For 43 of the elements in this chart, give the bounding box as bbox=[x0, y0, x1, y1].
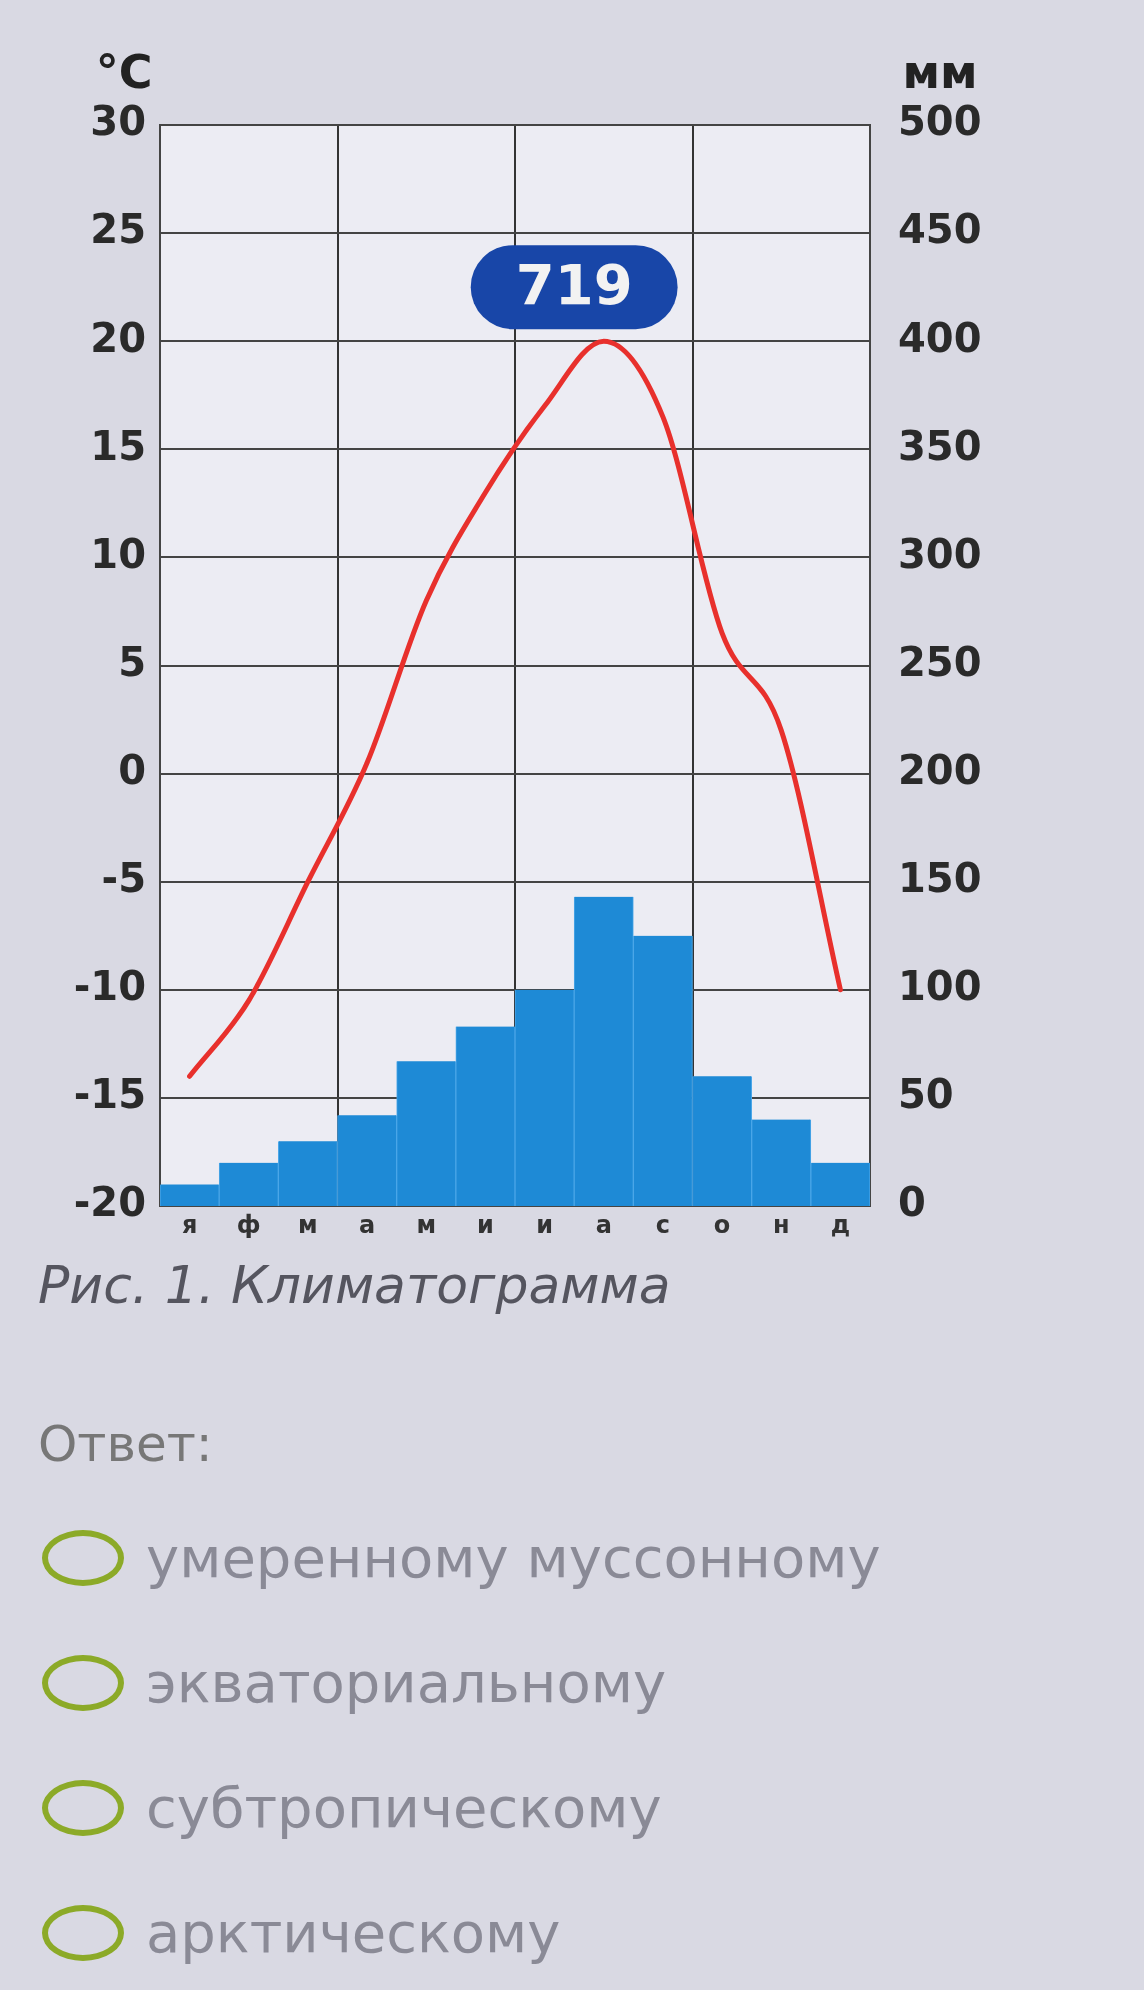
text: Ответ: bbox=[38, 1415, 213, 1473]
text: субтропическому bbox=[146, 1775, 662, 1840]
text: умеренному муссонному bbox=[146, 1525, 881, 1590]
y-tick-label: -20 bbox=[73, 1179, 146, 1226]
x-tick-label: и bbox=[536, 1210, 553, 1239]
y-tick-label: 0 bbox=[118, 746, 146, 793]
x-tick-label: д bbox=[830, 1210, 851, 1239]
y2-tick-label: 400 bbox=[898, 314, 982, 361]
y-tick-label: -15 bbox=[73, 1071, 146, 1118]
x-tick-label: м bbox=[298, 1210, 318, 1239]
x-tick-label: а bbox=[358, 1210, 376, 1239]
x-tick-label: а bbox=[595, 1210, 612, 1239]
text: арктическому bbox=[146, 1900, 561, 1965]
y-tick-label: 15 bbox=[90, 422, 146, 469]
x-tick-label: и bbox=[477, 1210, 494, 1239]
y2-tick-label: 150 bbox=[898, 855, 982, 902]
y2-tick-label: 250 bbox=[898, 638, 982, 685]
y-tick-label: 10 bbox=[90, 530, 146, 577]
y2-tick-label: 100 bbox=[898, 963, 982, 1010]
y2-tick-label: 200 bbox=[898, 746, 982, 793]
y-tick-label: -10 bbox=[73, 963, 146, 1010]
annotation: 719 bbox=[515, 251, 633, 317]
y-tick-label: 5 bbox=[118, 638, 146, 685]
x-tick-label: с bbox=[655, 1210, 671, 1239]
y-tick-label: 30 bbox=[90, 98, 146, 145]
x-tick-label: м bbox=[416, 1210, 437, 1239]
y2-axis-title: мм bbox=[902, 45, 978, 99]
y2-tick-label: 450 bbox=[898, 206, 982, 253]
y2-tick-label: 350 bbox=[898, 422, 982, 469]
y2-tick-label: 500 bbox=[898, 98, 982, 145]
text: Рис. 1. Климатограмма bbox=[38, 1255, 671, 1315]
x-tick-label: о bbox=[713, 1210, 731, 1239]
y-axis-title: °C bbox=[95, 45, 153, 99]
y-tick-label: 25 bbox=[90, 206, 146, 253]
y2-tick-label: 50 bbox=[898, 1071, 954, 1118]
y-tick-label: -5 bbox=[101, 855, 146, 902]
y-tick-label: 20 bbox=[90, 314, 146, 361]
x-tick-label: я bbox=[181, 1210, 198, 1239]
y2-tick-label: 0 bbox=[898, 1179, 926, 1226]
text: экваториальному bbox=[146, 1650, 667, 1715]
x-tick-label: ф bbox=[236, 1210, 261, 1239]
x-tick-label: н bbox=[772, 1210, 790, 1239]
y2-tick-label: 300 bbox=[898, 530, 982, 577]
